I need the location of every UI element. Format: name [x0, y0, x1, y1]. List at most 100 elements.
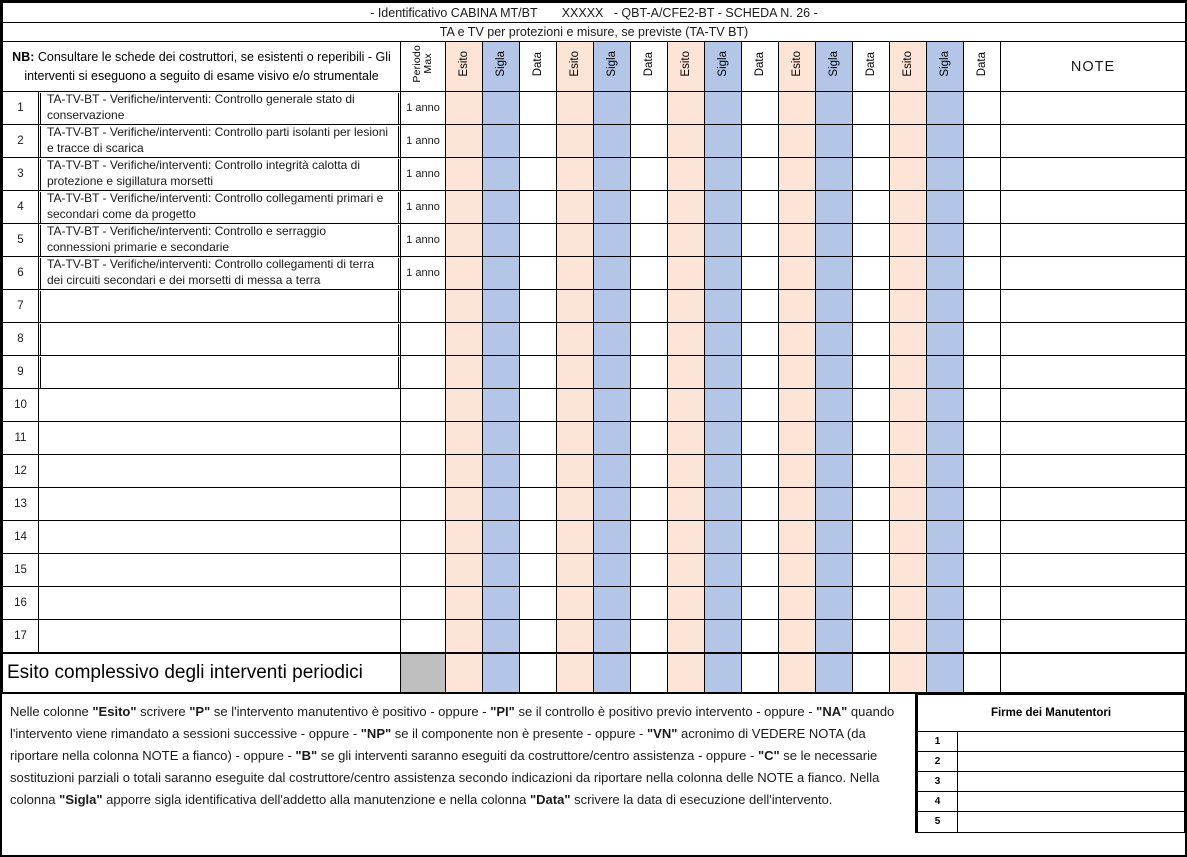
sigla-cell[interactable]: [704, 487, 742, 521]
data-cell[interactable]: [630, 91, 668, 125]
sigla-cell[interactable]: [704, 91, 742, 125]
note-cell[interactable]: [1000, 355, 1186, 389]
esito-cell[interactable]: [889, 619, 927, 653]
esito-cell[interactable]: [556, 388, 594, 422]
esito-cell[interactable]: [556, 421, 594, 455]
summary-sigla-cell[interactable]: [926, 651, 964, 694]
sigla-cell[interactable]: [704, 355, 742, 389]
sigla-cell[interactable]: [704, 454, 742, 488]
note-cell[interactable]: [1000, 487, 1186, 521]
summary-esito-cell[interactable]: [445, 651, 483, 694]
esito-cell[interactable]: [889, 223, 927, 257]
esito-cell[interactable]: [667, 619, 705, 653]
esito-cell[interactable]: [889, 520, 927, 554]
esito-cell[interactable]: [778, 157, 816, 191]
note-cell[interactable]: [1000, 91, 1186, 125]
esito-cell[interactable]: [667, 355, 705, 389]
summary-sigla-cell[interactable]: [704, 651, 742, 694]
esito-cell[interactable]: [445, 586, 483, 620]
esito-cell[interactable]: [556, 553, 594, 587]
data-cell[interactable]: [852, 289, 890, 323]
note-cell[interactable]: [1000, 421, 1186, 455]
esito-cell[interactable]: [889, 256, 927, 290]
esito-cell[interactable]: [556, 124, 594, 158]
sigla-cell[interactable]: [815, 421, 853, 455]
sigla-cell[interactable]: [704, 124, 742, 158]
data-cell[interactable]: [519, 619, 557, 653]
sigla-cell[interactable]: [482, 157, 520, 191]
data-cell[interactable]: [963, 157, 1001, 191]
sigla-cell[interactable]: [926, 553, 964, 587]
esito-cell[interactable]: [556, 256, 594, 290]
esito-cell[interactable]: [445, 553, 483, 587]
esito-cell[interactable]: [889, 322, 927, 356]
esito-cell[interactable]: [445, 421, 483, 455]
data-cell[interactable]: [963, 553, 1001, 587]
note-cell[interactable]: [1000, 322, 1186, 356]
data-cell[interactable]: [630, 355, 668, 389]
esito-cell[interactable]: [556, 619, 594, 653]
data-cell[interactable]: [963, 289, 1001, 323]
data-cell[interactable]: [963, 322, 1001, 356]
esito-cell[interactable]: [889, 421, 927, 455]
sigla-cell[interactable]: [482, 553, 520, 587]
esito-cell[interactable]: [667, 553, 705, 587]
data-cell[interactable]: [519, 520, 557, 554]
sigla-cell[interactable]: [593, 454, 631, 488]
esito-cell[interactable]: [445, 289, 483, 323]
data-cell[interactable]: [852, 487, 890, 521]
note-cell[interactable]: [1000, 124, 1186, 158]
data-cell[interactable]: [852, 388, 890, 422]
sigla-cell[interactable]: [926, 256, 964, 290]
esito-cell[interactable]: [778, 91, 816, 125]
data-cell[interactable]: [630, 388, 668, 422]
sigla-cell[interactable]: [926, 454, 964, 488]
data-cell[interactable]: [519, 256, 557, 290]
sigla-cell[interactable]: [815, 553, 853, 587]
summary-data-cell[interactable]: [741, 651, 779, 694]
summary-period-cell[interactable]: [400, 651, 446, 694]
data-cell[interactable]: [741, 421, 779, 455]
data-cell[interactable]: [630, 487, 668, 521]
note-cell[interactable]: [1000, 520, 1186, 554]
esito-cell[interactable]: [778, 223, 816, 257]
esito-cell[interactable]: [778, 487, 816, 521]
data-cell[interactable]: [852, 421, 890, 455]
sigla-cell[interactable]: [704, 388, 742, 422]
esito-cell[interactable]: [445, 256, 483, 290]
sigla-cell[interactable]: [593, 619, 631, 653]
esito-cell[interactable]: [889, 190, 927, 224]
summary-sigla-cell[interactable]: [482, 651, 520, 694]
sigla-cell[interactable]: [593, 289, 631, 323]
esito-cell[interactable]: [667, 124, 705, 158]
sigla-cell[interactable]: [593, 322, 631, 356]
esito-cell[interactable]: [556, 190, 594, 224]
data-cell[interactable]: [519, 553, 557, 587]
data-cell[interactable]: [741, 256, 779, 290]
sigla-cell[interactable]: [482, 586, 520, 620]
sigla-cell[interactable]: [593, 388, 631, 422]
esito-cell[interactable]: [889, 355, 927, 389]
esito-cell[interactable]: [667, 421, 705, 455]
sigla-cell[interactable]: [593, 190, 631, 224]
data-cell[interactable]: [852, 256, 890, 290]
summary-sigla-cell[interactable]: [815, 651, 853, 694]
data-cell[interactable]: [630, 421, 668, 455]
sigla-cell[interactable]: [593, 487, 631, 521]
sigla-cell[interactable]: [704, 223, 742, 257]
esito-cell[interactable]: [445, 124, 483, 158]
esito-cell[interactable]: [556, 487, 594, 521]
esito-cell[interactable]: [556, 355, 594, 389]
sigla-cell[interactable]: [815, 190, 853, 224]
data-cell[interactable]: [630, 322, 668, 356]
sigla-cell[interactable]: [926, 487, 964, 521]
sigla-cell[interactable]: [926, 223, 964, 257]
data-cell[interactable]: [630, 454, 668, 488]
data-cell[interactable]: [741, 355, 779, 389]
esito-cell[interactable]: [445, 619, 483, 653]
data-cell[interactable]: [519, 586, 557, 620]
sigla-cell[interactable]: [926, 289, 964, 323]
sigla-cell[interactable]: [593, 124, 631, 158]
sigla-cell[interactable]: [815, 223, 853, 257]
data-cell[interactable]: [630, 223, 668, 257]
